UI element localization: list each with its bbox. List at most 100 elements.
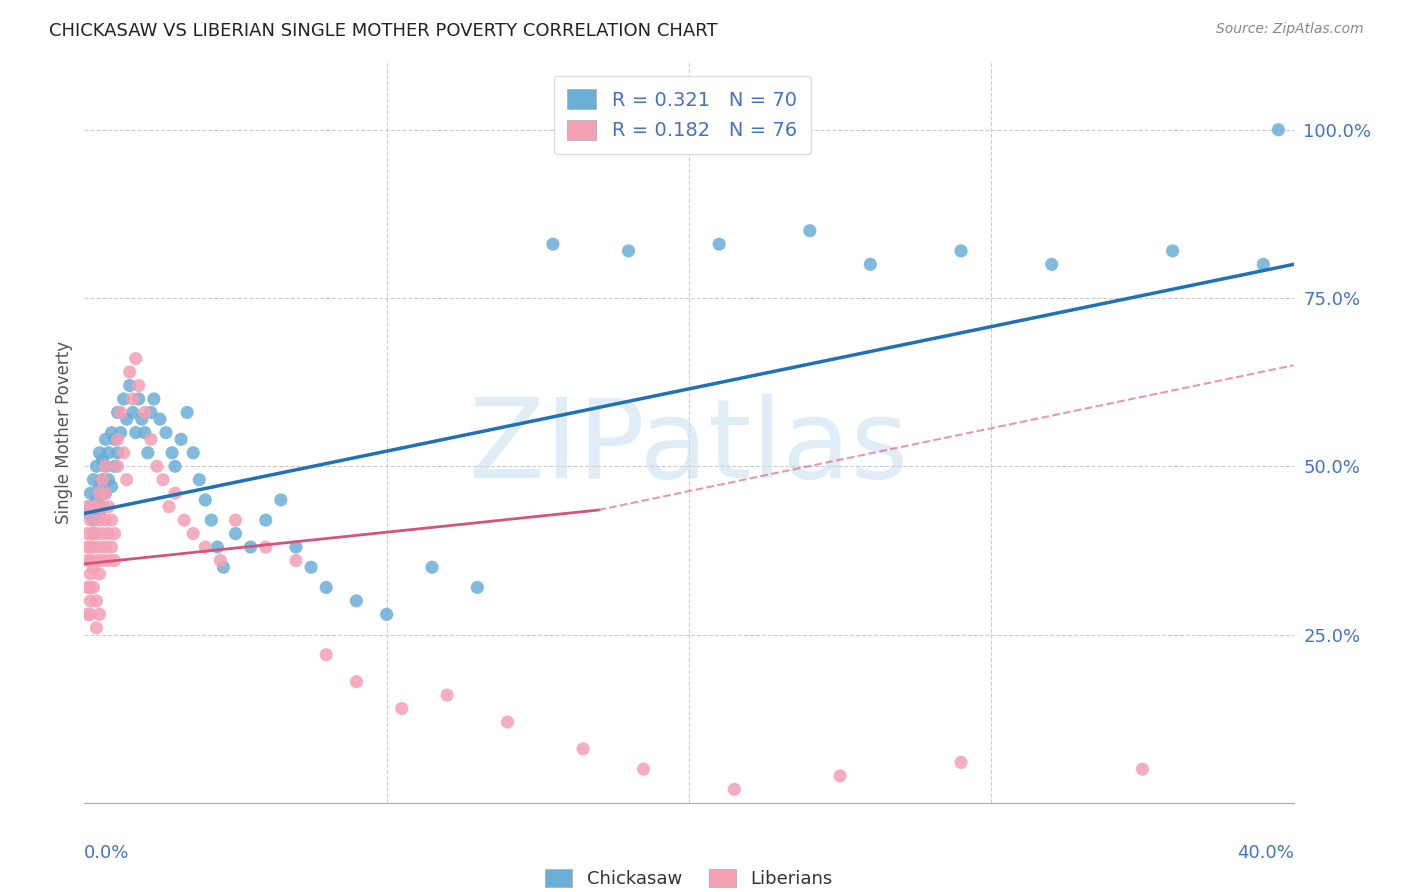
Point xyxy=(76,607,98,622)
Point xyxy=(76,500,98,514)
Point xyxy=(799,224,821,238)
Point xyxy=(467,581,489,595)
Point xyxy=(100,425,122,440)
Point xyxy=(225,513,247,527)
Point xyxy=(97,473,120,487)
Point xyxy=(107,433,129,447)
Point xyxy=(152,473,174,487)
Point xyxy=(136,446,159,460)
Point xyxy=(188,473,211,487)
Point xyxy=(139,433,162,447)
Point xyxy=(436,688,458,702)
Point xyxy=(1130,762,1153,776)
Point xyxy=(155,425,177,440)
Point xyxy=(115,473,138,487)
Point xyxy=(134,425,156,440)
Point xyxy=(315,581,337,595)
Point xyxy=(254,513,277,527)
Point xyxy=(391,701,413,715)
Point xyxy=(94,459,117,474)
Point xyxy=(346,674,368,689)
Point xyxy=(121,405,143,419)
Point xyxy=(89,540,111,554)
Point xyxy=(1267,122,1289,136)
Point xyxy=(91,500,114,514)
Point xyxy=(79,553,101,567)
Point xyxy=(194,492,217,507)
Point xyxy=(89,566,111,581)
Point xyxy=(107,459,129,474)
Point xyxy=(79,513,101,527)
Point xyxy=(859,257,882,271)
Point xyxy=(299,560,322,574)
Point xyxy=(82,581,104,595)
Text: Source: ZipAtlas.com: Source: ZipAtlas.com xyxy=(1216,22,1364,37)
Point xyxy=(86,500,108,514)
Point xyxy=(86,492,108,507)
Point xyxy=(94,459,117,474)
Point xyxy=(709,237,731,252)
Point xyxy=(1161,244,1184,258)
Point xyxy=(82,526,104,541)
Point xyxy=(89,507,111,521)
Point xyxy=(200,513,222,527)
Point xyxy=(128,378,150,392)
Point xyxy=(110,425,132,440)
Point xyxy=(79,500,101,514)
Point xyxy=(79,581,101,595)
Point xyxy=(212,560,235,574)
Point xyxy=(82,540,104,554)
Point xyxy=(1040,257,1063,271)
Point xyxy=(76,553,98,567)
Point xyxy=(149,412,172,426)
Point xyxy=(82,473,104,487)
Point xyxy=(86,459,108,474)
Point xyxy=(118,365,141,379)
Point xyxy=(76,581,98,595)
Point xyxy=(100,540,122,554)
Point xyxy=(375,607,398,622)
Point xyxy=(86,594,108,608)
Point xyxy=(110,405,132,419)
Point xyxy=(617,244,640,258)
Point xyxy=(79,566,101,581)
Point xyxy=(91,526,114,541)
Point xyxy=(97,500,120,514)
Point xyxy=(97,526,120,541)
Point xyxy=(950,756,973,770)
Point xyxy=(86,553,108,567)
Point xyxy=(107,446,129,460)
Point xyxy=(134,405,156,419)
Point xyxy=(89,486,111,500)
Point xyxy=(165,486,187,500)
Text: CHICKASAW VS LIBERIAN SINGLE MOTHER POVERTY CORRELATION CHART: CHICKASAW VS LIBERIAN SINGLE MOTHER POVE… xyxy=(49,22,718,40)
Point xyxy=(157,500,180,514)
Point xyxy=(1253,257,1275,271)
Point xyxy=(194,540,217,554)
Point xyxy=(131,412,153,426)
Point xyxy=(173,513,195,527)
Point xyxy=(94,513,117,527)
Point xyxy=(82,526,104,541)
Legend: Chickasaw, Liberians: Chickasaw, Liberians xyxy=(533,856,845,892)
Point xyxy=(107,405,129,419)
Point xyxy=(146,459,169,474)
Point xyxy=(97,446,120,460)
Point xyxy=(91,553,114,567)
Point xyxy=(346,594,368,608)
Point xyxy=(285,553,308,567)
Text: 0.0%: 0.0% xyxy=(84,844,129,862)
Point xyxy=(170,433,193,447)
Point xyxy=(104,526,127,541)
Point xyxy=(79,486,101,500)
Point xyxy=(86,526,108,541)
Point xyxy=(100,479,122,493)
Point xyxy=(128,392,150,406)
Point xyxy=(76,540,98,554)
Point xyxy=(270,492,292,507)
Point xyxy=(830,769,852,783)
Point xyxy=(181,526,204,541)
Point xyxy=(79,540,101,554)
Point xyxy=(209,553,232,567)
Point xyxy=(97,553,120,567)
